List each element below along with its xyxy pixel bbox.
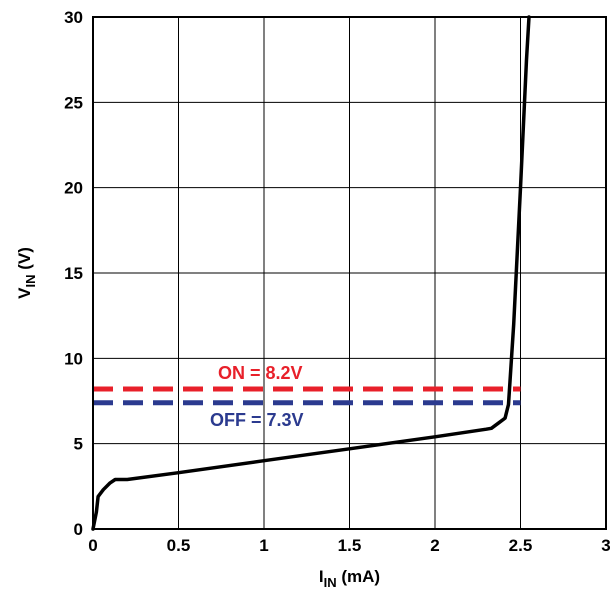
x-tick-label: 3 [601,536,610,555]
series-line-0 [91,15,531,531]
y-tick-label: 15 [64,264,83,283]
x-tick-label: 0.5 [167,536,191,555]
x-tick-label: 2.5 [509,536,533,555]
series-layer [91,15,531,531]
x-tick-label: 1 [259,536,268,555]
threshold-labels: ON = 8.2V OFF = 7.3V [210,363,304,430]
threshold-lines [93,386,521,406]
y-tick-label: 0 [74,520,83,539]
y-tick-label: 25 [64,93,83,112]
y-tick-label: 30 [64,8,83,27]
x-tick-labels: 0 0.5 1 1.5 2 2.5 3 [88,536,610,555]
y-tick-labels: 0 5 10 15 20 25 30 [64,8,83,539]
y-tick-label: 5 [74,435,83,454]
y-tick-label: 20 [64,179,83,198]
x-tick-label: 1.5 [338,536,362,555]
x-tick-label: 0 [88,536,97,555]
y-axis-label: VIN (V) [15,247,38,299]
grid [92,16,607,530]
x-axis-label: IIN (mA) [319,567,380,590]
y-tick-label: 10 [64,349,83,368]
plot-frame [92,16,607,530]
threshold-label-1: OFF = 7.3V [210,410,304,430]
x-tick-label: 2 [430,536,439,555]
threshold-label-0: ON = 8.2V [218,363,303,383]
